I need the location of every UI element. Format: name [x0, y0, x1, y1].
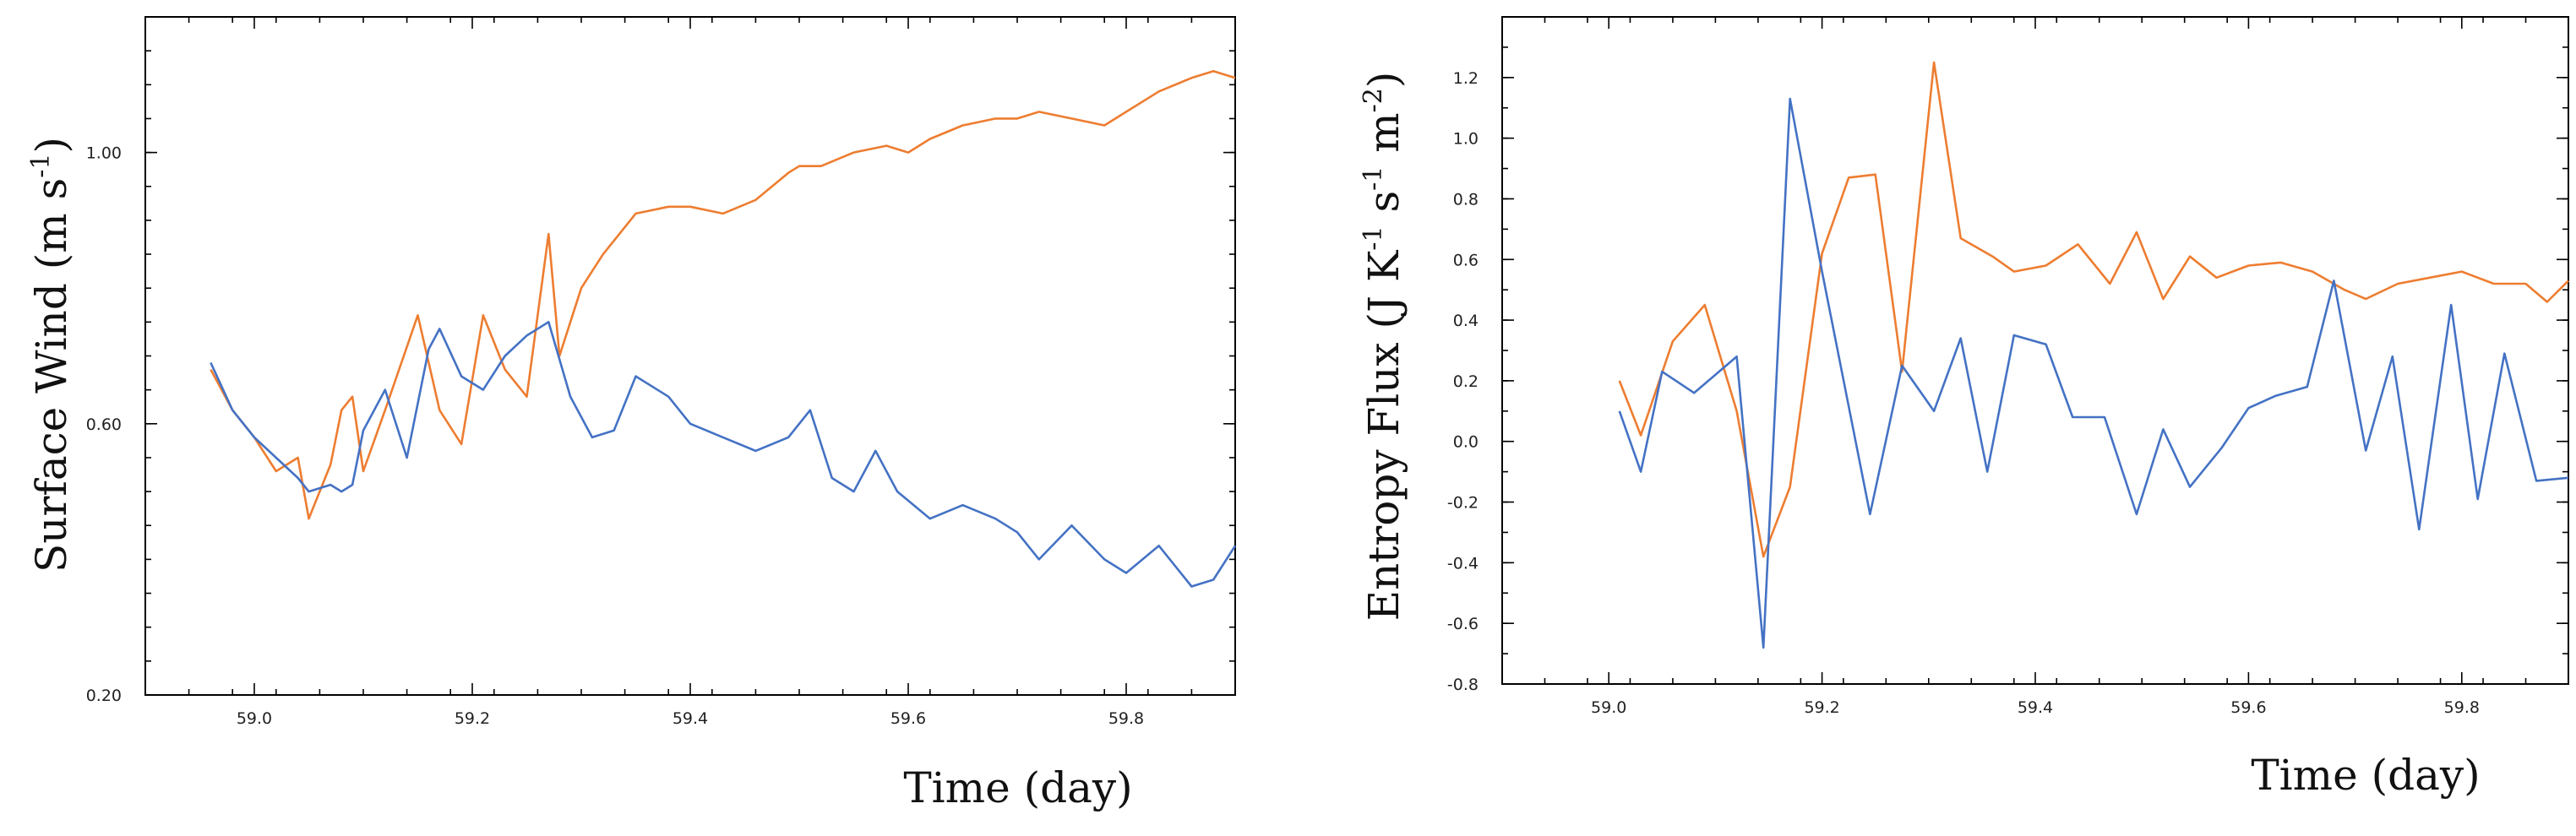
y-axis-label: Entropy Flux (J K-1 s-1 m-2): [1359, 72, 1408, 622]
x-tick-label: 59.4: [2018, 698, 2053, 717]
y-tick-label: 0.2: [1453, 372, 1479, 391]
y-tick-label: 0.8: [1453, 190, 1479, 209]
series-line-orange: [1618, 61, 2569, 558]
x-tick-label: 59.4: [673, 709, 708, 728]
y-tick-label: 0.0: [1453, 433, 1479, 452]
entropy-flux-chart: 59.0 59.2 59.4 59.6 59.8 -0.8 -0.6 -0.4 -0.2 0.0 0…: [1359, 16, 2569, 800]
x-tick-label: 59.8: [1108, 709, 1144, 728]
x-tick-label: 59.6: [890, 709, 926, 728]
surface-wind-chart: 59.0 59.2 59.4 59.6 59.8 0.20 0.60 1.00 Time (da…: [26, 16, 1237, 812]
series-line-orange: [210, 69, 1236, 520]
y-tick-label: 1.0: [1453, 130, 1479, 149]
y-tick-label: 0.60: [86, 415, 122, 434]
y-tick-label: -0.4: [1447, 554, 1479, 573]
x-tick-label: 59.8: [2444, 698, 2480, 717]
y-tick-label: 0.6: [1453, 251, 1479, 269]
x-axis-label: Time (day): [2251, 751, 2480, 800]
y-tick-label: 0.20: [86, 687, 122, 705]
x-tick-label: 59.0: [1591, 698, 1626, 717]
plot-frame: [1501, 16, 2569, 685]
y-tick-label: -0.2: [1447, 494, 1479, 513]
y-tick-label: 1.2: [1453, 69, 1479, 88]
series-line-blue: [210, 320, 1237, 588]
y-tick-label: 0.4: [1453, 312, 1479, 330]
y-tick-label: -0.6: [1447, 615, 1479, 633]
x-tick-label: 59.2: [1804, 698, 1839, 717]
x-axis-label: Time (day): [903, 763, 1132, 812]
x-tick-label: 59.0: [237, 709, 272, 728]
y-tick-label: 1.00: [86, 144, 122, 163]
x-tick-label: 59.6: [2230, 698, 2266, 717]
x-tick-label: 59.2: [455, 709, 490, 728]
series-line-blue: [1618, 97, 2569, 649]
y-axis-label: Surface Wind (m s-1): [26, 137, 76, 573]
y-tick-label: -0.8: [1447, 676, 1479, 694]
